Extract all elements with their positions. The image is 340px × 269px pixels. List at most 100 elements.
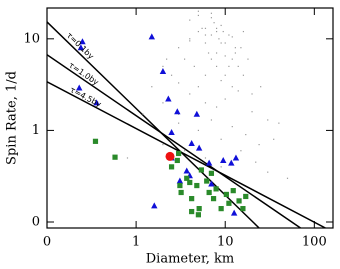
data-point bbox=[220, 42, 222, 44]
x-axis-label: Diameter, km bbox=[146, 252, 235, 267]
data-point bbox=[255, 161, 257, 163]
plot-frame bbox=[46, 7, 334, 229]
data-point bbox=[220, 166, 222, 168]
data-point bbox=[189, 93, 191, 95]
data-point bbox=[162, 65, 164, 67]
data-point bbox=[183, 150, 186, 152]
model-line bbox=[47, 54, 301, 228]
data-point bbox=[195, 144, 203, 151]
data-point bbox=[197, 30, 199, 33]
data-point bbox=[220, 156, 227, 163]
data-point bbox=[165, 95, 172, 102]
data-point bbox=[112, 154, 118, 160]
data-point bbox=[176, 177, 184, 184]
data-point bbox=[251, 93, 253, 95]
data-point bbox=[126, 157, 129, 159]
data-point bbox=[230, 209, 238, 216]
data-point bbox=[204, 178, 210, 184]
data-point bbox=[224, 42, 226, 44]
data-point bbox=[151, 202, 158, 209]
data-point bbox=[178, 122, 180, 124]
data-point bbox=[187, 179, 193, 186]
x-tick-label: 1 bbox=[132, 235, 140, 250]
y-tick-label: 1 bbox=[32, 123, 40, 138]
data-point bbox=[168, 164, 175, 170]
data-point bbox=[189, 196, 195, 202]
data-point bbox=[278, 122, 280, 124]
data-point bbox=[230, 188, 236, 194]
data-point bbox=[237, 65, 239, 67]
data-point bbox=[193, 110, 201, 117]
data-point bbox=[198, 167, 204, 173]
data-point bbox=[218, 38, 220, 40]
data-point bbox=[240, 47, 242, 49]
data-point bbox=[215, 27, 218, 29]
data-point bbox=[76, 84, 83, 91]
data-point bbox=[273, 138, 275, 140]
data-point bbox=[189, 208, 195, 215]
data-point bbox=[92, 138, 99, 144]
y-tick-label: 10 bbox=[23, 31, 40, 46]
data-point bbox=[228, 159, 235, 166]
data-point bbox=[93, 99, 100, 106]
data-point bbox=[210, 17, 213, 19]
data-point bbox=[223, 191, 229, 198]
data-point bbox=[151, 86, 153, 88]
data-point bbox=[220, 79, 222, 82]
data-point bbox=[237, 90, 239, 92]
data-point bbox=[208, 170, 215, 176]
data-point bbox=[174, 108, 181, 115]
model-line bbox=[47, 81, 326, 228]
data-point bbox=[245, 133, 247, 136]
data-point bbox=[197, 86, 199, 88]
data-point bbox=[231, 86, 233, 88]
data-point bbox=[224, 74, 226, 76]
data-point bbox=[210, 12, 213, 14]
data-point bbox=[205, 159, 213, 166]
data-point bbox=[194, 182, 200, 189]
data-point bbox=[168, 128, 175, 135]
data-point bbox=[201, 27, 203, 29]
data-point bbox=[231, 36, 233, 38]
line-label: τ=1.0by bbox=[67, 60, 100, 87]
data-point bbox=[204, 42, 207, 44]
data-point bbox=[142, 113, 144, 115]
data-point bbox=[195, 212, 201, 218]
data-point bbox=[178, 113, 180, 115]
data-point bbox=[189, 19, 191, 21]
data-point bbox=[165, 151, 175, 161]
data-point bbox=[178, 189, 184, 196]
data-point bbox=[162, 143, 164, 146]
data-point bbox=[204, 74, 207, 76]
data-point bbox=[213, 22, 215, 24]
data-point bbox=[178, 82, 180, 84]
data-point bbox=[183, 58, 186, 60]
line-label: τ=0.1by bbox=[65, 31, 96, 61]
data-point bbox=[210, 34, 213, 36]
data-point bbox=[204, 27, 207, 29]
data-point bbox=[166, 58, 168, 60]
data-point bbox=[184, 175, 190, 181]
data-point bbox=[236, 198, 242, 204]
data-point bbox=[178, 47, 180, 49]
data-point bbox=[220, 24, 222, 27]
data-point bbox=[210, 196, 217, 202]
data-point bbox=[183, 167, 190, 174]
y-tick-label: 0 bbox=[32, 215, 40, 230]
data-point bbox=[177, 182, 183, 189]
data-point bbox=[215, 52, 218, 54]
data-point bbox=[260, 86, 262, 88]
data-point bbox=[189, 38, 191, 40]
data-point bbox=[240, 206, 246, 212]
data-point bbox=[242, 74, 245, 76]
data-point bbox=[286, 177, 289, 179]
data-point bbox=[197, 14, 199, 17]
data-point bbox=[197, 10, 199, 12]
data-point bbox=[267, 171, 269, 173]
data-point bbox=[148, 33, 156, 40]
data-point bbox=[196, 206, 202, 212]
data-point bbox=[170, 74, 173, 76]
data-point bbox=[210, 119, 213, 121]
y-axis-label: Spin Rate, 1/d bbox=[5, 71, 20, 165]
